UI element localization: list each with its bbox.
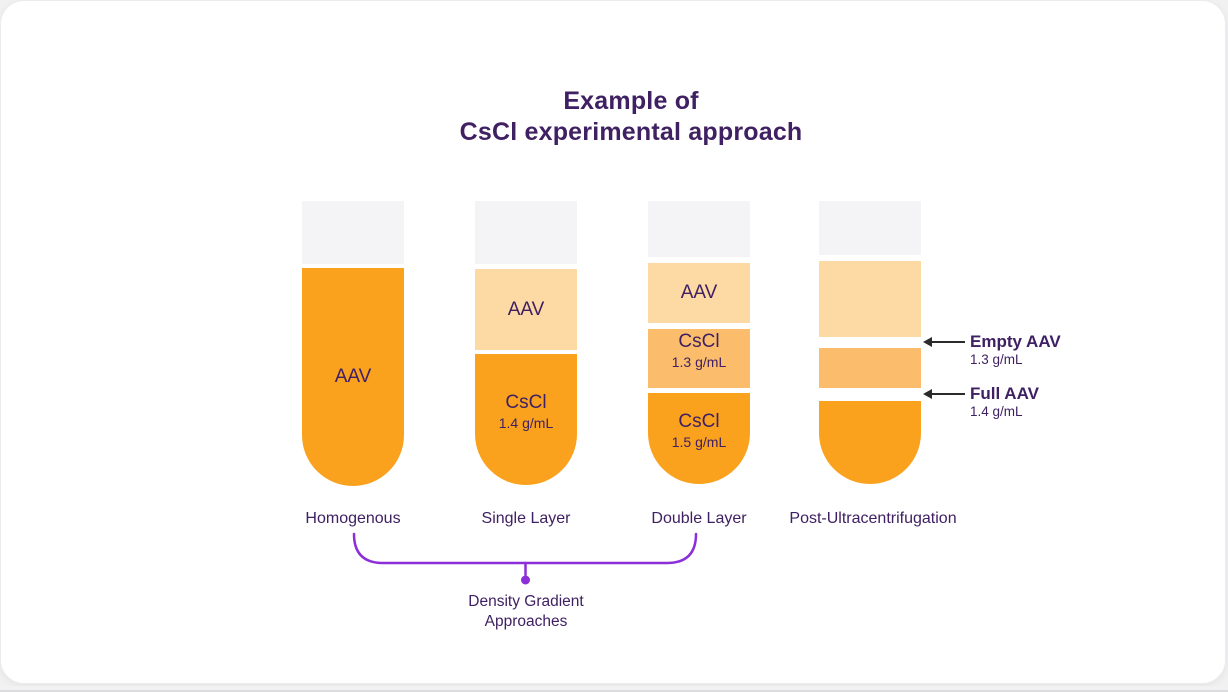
diagram-title: Example of CsCl experimental approach [331, 86, 931, 148]
annotation-label: Empty AAV [970, 332, 1061, 351]
bracket-caption-line-2: Approaches [484, 612, 568, 630]
bracket-caption-line-1: Density Gradient [468, 593, 584, 610]
tube-segment-orange: CsCl 1.5 g/mL [648, 393, 750, 484]
segment-sublabel: 1.4 g/mL [498, 414, 554, 431]
tube-label-homogenous: Homogenous [305, 510, 401, 527]
segment-sublabel: 1.3 g/mL [671, 353, 727, 370]
tube-label-single-layer: Single Layer [481, 510, 571, 527]
annotation-sublabel: 1.4 g/mL [970, 404, 1023, 419]
tube-segment-orange: CsCl 1.4 g/mL [475, 354, 577, 485]
segment-label: AAV [507, 298, 545, 320]
title-line-2: CsCl experimental approach [459, 118, 803, 146]
curly-bracket [352, 532, 698, 585]
tube-label-post-ultracentrifugation: Post-Ultracentrifugation [789, 510, 957, 527]
segment-label: AAV [334, 366, 372, 387]
left-arrow-icon [923, 337, 965, 347]
tube-label-double-layer: Double Layer [651, 510, 747, 527]
tube-double-layer: AAV CsCl 1.3 g/mL CsCl 1.5 g/mL [648, 201, 750, 491]
segment-label: CsCl [678, 410, 720, 432]
annotation-text: Full AAV 1.4 g/mL [970, 384, 1039, 420]
tube-segment-gray [302, 201, 404, 264]
segment-label: AAV [680, 282, 718, 303]
left-arrow-icon [923, 389, 965, 399]
tube-segment-orange [819, 401, 921, 484]
tube-segment-gray [648, 201, 750, 257]
segment-label: CsCl [678, 330, 720, 352]
tube-segment-medium-orange: CsCl 1.3 g/mL [648, 329, 750, 388]
bracket-caption: Density Gradient Approaches [426, 592, 626, 631]
segment-sublabel: 1.5 g/mL [671, 433, 727, 450]
annotation-text: Empty AAV 1.3 g/mL [970, 332, 1061, 368]
annotation-label: Full AAV [970, 384, 1039, 403]
tube-segment-gray [475, 201, 577, 264]
title-line-1: Example of [563, 87, 699, 115]
tube-homogenous: AAV [302, 201, 404, 491]
tube-segment-peach: AAV [475, 269, 577, 350]
tube-single-layer: AAV CsCl 1.4 g/mL [475, 201, 577, 491]
tube-segment-gray [819, 201, 921, 255]
tube-segment-medium-orange [819, 348, 921, 388]
tube-segment-peach [819, 261, 921, 337]
annotation-full-aav: Full AAV 1.4 g/mL [923, 384, 1039, 420]
tube-segment-orange: AAV [302, 268, 404, 486]
tube-segment-peach: AAV [648, 263, 750, 323]
tube-post-ultracentrifugation [819, 201, 921, 491]
page-bottom-strip [0, 686, 1228, 692]
annotation-empty-aav: Empty AAV 1.3 g/mL [923, 332, 1061, 368]
annotation-sublabel: 1.3 g/mL [970, 352, 1023, 367]
segment-label: CsCl [505, 391, 547, 413]
